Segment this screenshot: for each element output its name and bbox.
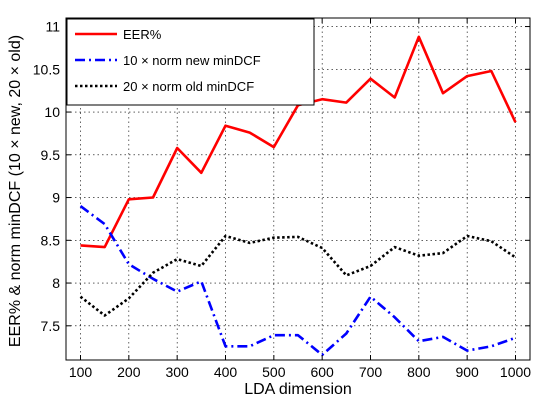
x-tick-label: 600 xyxy=(310,364,334,380)
x-tick-label: 1000 xyxy=(500,364,531,380)
x-tick-label: 800 xyxy=(407,364,431,380)
x-tick-label: 200 xyxy=(117,364,141,380)
x-tick-label: 700 xyxy=(359,364,383,380)
plot-frame xyxy=(65,17,531,361)
x-tick-label: 900 xyxy=(455,364,479,380)
y-tick-label: 8.5 xyxy=(41,232,61,248)
y-tick-label: 10 xyxy=(44,104,60,120)
y-tick-label: 9.5 xyxy=(41,147,61,163)
x-axis-title: LDA dimension xyxy=(244,381,352,398)
legend-label-1: EER% xyxy=(123,27,162,42)
legend: EER% 10 × norm new minDCF 20 × norm old mi… xyxy=(66,18,315,106)
x-tick-label: 100 xyxy=(69,364,93,380)
y-axis-title: EER% & norm minDCF (10 × new, 20 × old) xyxy=(7,35,24,347)
legend-label-2: 10 × norm new minDCF xyxy=(123,53,261,68)
y-tick-label: 9 xyxy=(52,190,60,206)
legend-label-3: 20 × norm old minDCF xyxy=(123,79,254,94)
x-tick-label: 500 xyxy=(262,364,286,380)
y-tick-label: 8 xyxy=(52,275,60,291)
y-tick-label: 10.5 xyxy=(33,61,60,77)
y-tick-label: 7.5 xyxy=(41,318,61,334)
y-tick-label: 11 xyxy=(45,19,60,35)
series-line-3 xyxy=(79,234,517,317)
x-tick-label: 400 xyxy=(214,364,238,380)
series-line-2 xyxy=(79,205,516,357)
x-tick-label: 300 xyxy=(165,364,189,380)
